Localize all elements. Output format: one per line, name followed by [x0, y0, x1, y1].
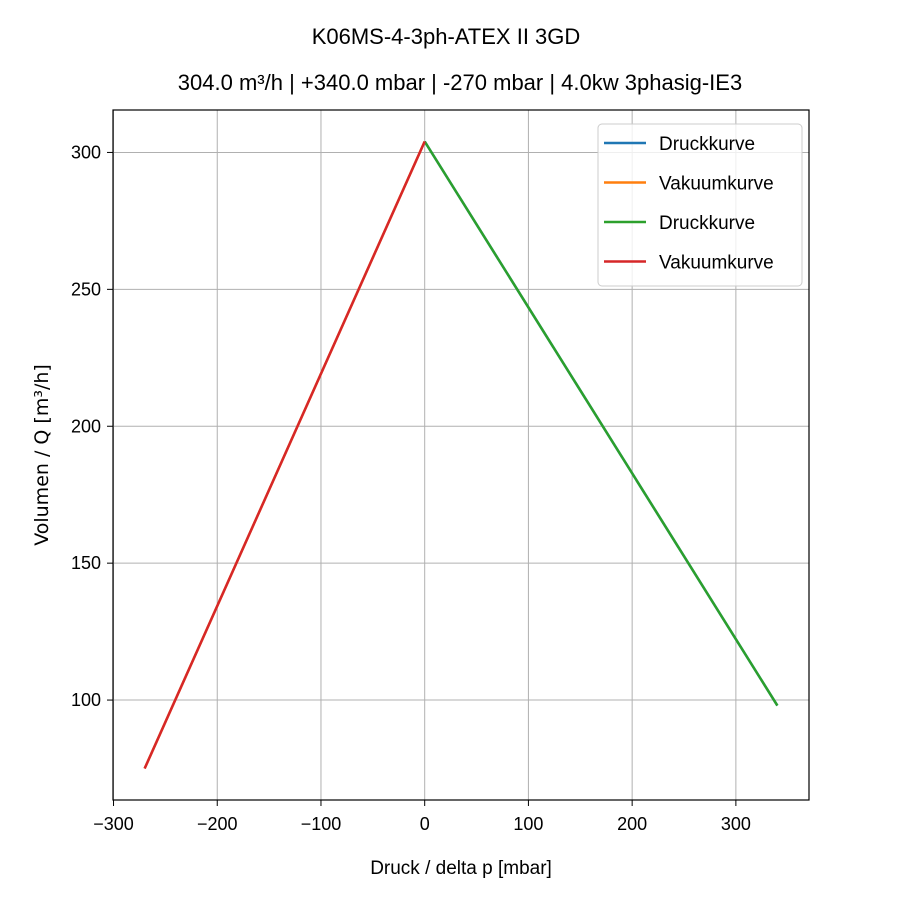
- x-tick-label: −200: [197, 814, 238, 834]
- x-tick-label: 200: [617, 814, 647, 834]
- y-tick-label: 300: [71, 142, 101, 162]
- plot-frame: [112, 109, 810, 801]
- legend-label: Vakuumkurve: [659, 253, 774, 274]
- y-tick-label: 250: [71, 279, 101, 299]
- legend-box: [597, 123, 803, 287]
- legend: Druckkurve Vakuumkurve Druckkurve Vakuumkur…: [597, 123, 803, 287]
- x-tick-label: 300: [721, 814, 751, 834]
- x-tick-label: −100: [301, 814, 342, 834]
- legend-label: Vakuumkurve: [659, 174, 774, 195]
- x-tick-label: 0: [420, 814, 430, 834]
- plot-lines: [143, 140, 779, 770]
- chart-subtitle: 304.0 m³/h | +340.0 mbar | -270 mbar | 4…: [178, 70, 742, 95]
- series-line-vakuumkurve-3: [143, 140, 426, 770]
- series-line-druckkurve-2: [423, 140, 779, 707]
- chart-title: K06MS-4-3ph-ATEX II 3GD: [312, 24, 581, 49]
- y-tick-label: 100: [71, 690, 101, 710]
- legend-label: Druckkurve: [659, 213, 755, 234]
- x-axis-label: Druck / delta p [mbar]: [370, 858, 552, 879]
- y-axis-label: Volumen / Q [m³/h]: [31, 364, 53, 546]
- axis-ticks: −300 −200 −100 0 100 200 300 100 150 200 250 300: [71, 142, 751, 834]
- y-tick-label: 150: [71, 553, 101, 573]
- legend-label: Druckkurve: [659, 134, 755, 155]
- x-tick-label: −300: [93, 814, 134, 834]
- x-tick-label: 100: [513, 814, 543, 834]
- y-tick-label: 200: [71, 416, 101, 436]
